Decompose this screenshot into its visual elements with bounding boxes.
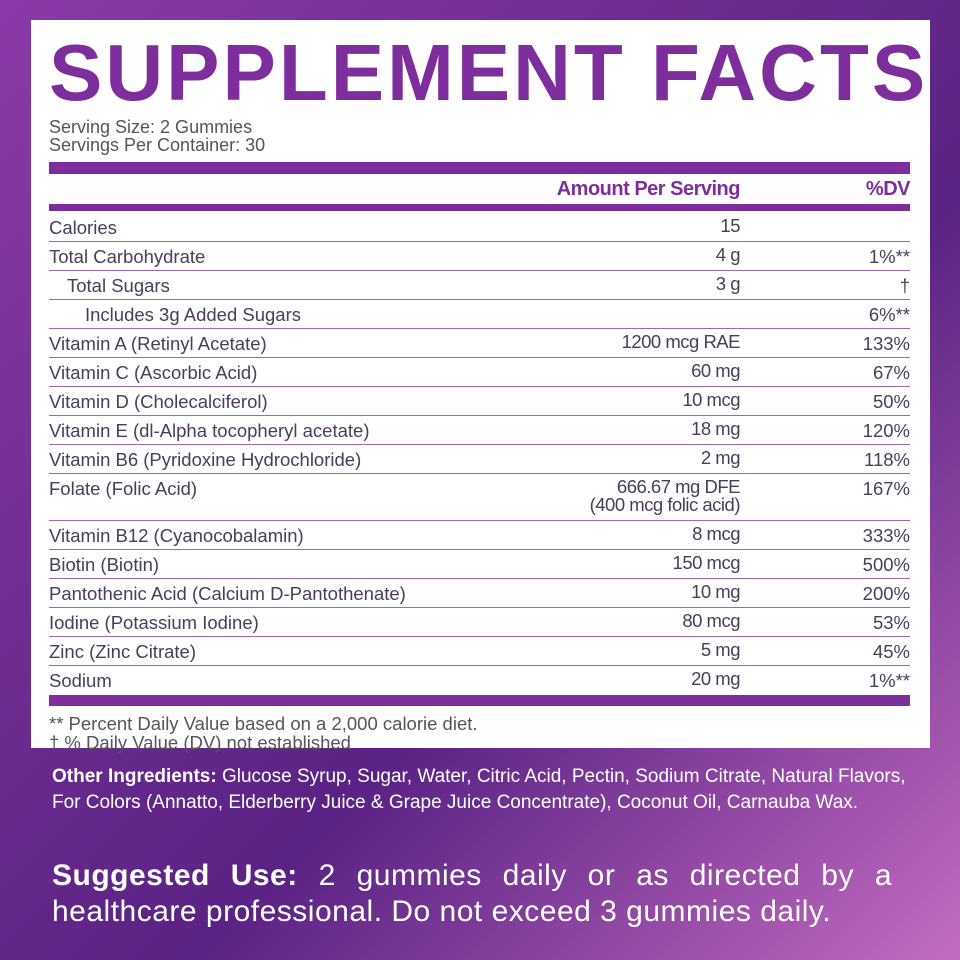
amount: 5 mg — [700, 639, 741, 660]
nutrient-name: Vitamin D (Cholecalciferol) — [49, 391, 268, 412]
nutrient-name: Vitamin C (Ascorbic Acid) — [49, 362, 258, 383]
nutrient-row: Biotin (Biotin) 150 mcg 500% — [49, 550, 910, 579]
label: Other Ingredients: — [52, 766, 217, 787]
nutrient-row: Folate (Folic Acid) 666.67 mg DFE (400 mcg… — [49, 474, 910, 521]
daily-value: 50% — [872, 391, 910, 412]
amount: 666.67 mg DFE — [616, 476, 741, 497]
nutrient-name: Vitamin B6 (Pyridoxine Hydrochloride) — [49, 449, 362, 470]
amount-cell: 3 g — [420, 273, 741, 294]
amount-cell: 10 mg — [420, 581, 740, 602]
nutrient-name: Folate (Folic Acid) — [49, 478, 198, 499]
column-header: Amount Per Serving %DV — [49, 174, 911, 204]
suggested-use: Suggested Use: 2 gummies daily or as dir… — [52, 858, 892, 930]
amount: 8 mcg — [692, 523, 740, 544]
other-ingredients: Other Ingredients: Glucose Syrup, Sugar,… — [52, 764, 912, 816]
daily-value: 1%** — [868, 670, 910, 691]
amount: 18 mg — [691, 418, 740, 439]
amount: 3 g — [715, 273, 741, 294]
serving-size: Serving Size: 2 Gummies — [49, 117, 253, 137]
nutrient-name: Zinc (Zinc Citrate) — [49, 641, 196, 662]
nutrient-row: Total Sugars 3 g † — [49, 271, 910, 300]
amount: 80 mcg — [682, 610, 740, 631]
nutrient-row: Pantothenic Acid (Calcium D-Pantothenate… — [49, 579, 910, 608]
amount: 4 g — [715, 244, 741, 265]
nutrient-name: Vitamin B12 (Cyanocobalamin) — [49, 525, 304, 546]
amount-cell: 4 g — [420, 244, 741, 265]
footnote: ** Percent Daily Value based on a 2,000 … — [49, 713, 478, 734]
text: Glucose Syrup, Sugar, Water, Citric Acid… — [52, 766, 906, 813]
nutrient-name: Vitamin A (Retinyl Acetate) — [49, 333, 267, 354]
amount: 15 — [720, 215, 740, 236]
daily-value: 167% — [862, 478, 910, 499]
nutrient-row: Vitamin B6 (Pyridoxine Hydrochloride) 2 m… — [49, 445, 910, 474]
daily-value: 53% — [872, 612, 910, 633]
nutrient-row: Vitamin E (dl-Alpha tocopheryl acetate) 1… — [49, 416, 910, 445]
amount-cell: 60 mg — [420, 360, 740, 381]
divider — [49, 204, 910, 211]
nutrient-row: Includes 3g Added Sugars 6%** — [49, 300, 910, 329]
nutrient-name: Pantothenic Acid (Calcium D-Pantothenate… — [49, 583, 406, 604]
nutrient-row: Vitamin A (Retinyl Acetate) 1200 mcg RAE 1… — [49, 329, 910, 358]
nutrient-name: Vitamin E (dl-Alpha tocopheryl acetate) — [49, 420, 370, 441]
amount-cell: 20 mg — [420, 668, 740, 689]
daily-value: 120% — [862, 420, 910, 441]
amount: 1200 mcg RAE — [621, 331, 741, 352]
amount: 60 mg — [691, 360, 740, 381]
daily-value: 500% — [862, 554, 910, 575]
nutrient-name: Includes 3g Added Sugars — [85, 304, 301, 325]
amount-note: (400 mcg folic acid) — [589, 494, 741, 515]
nutrient-row: Vitamin B12 (Cyanocobalamin) 8 mcg 333% — [49, 521, 910, 550]
amount-cell: 5 mg — [420, 639, 741, 660]
amount-cell: 15 — [420, 215, 740, 236]
amount-cell: 150 mcg — [420, 552, 741, 573]
label: Suggested Use: — [52, 859, 298, 892]
daily-value: 118% — [864, 449, 910, 470]
nutrient-row: Sodium 20 mg 1%** — [49, 666, 910, 695]
nutrient-row: Iodine (Potassium Iodine) 80 mcg 53% — [49, 608, 910, 637]
divider — [49, 695, 910, 706]
daily-value: 1%** — [868, 246, 910, 267]
nutrient-name: Sodium — [49, 670, 112, 691]
nutrient-name: Total Sugars — [67, 275, 170, 296]
title: SUPPLEMENT FACTS — [49, 28, 929, 117]
nutrient-name: Calories — [49, 217, 117, 238]
daily-value: 45% — [872, 641, 910, 662]
dv-header: %DV — [865, 177, 911, 200]
amount-cell: 2 mg — [420, 447, 741, 468]
daily-value: 333% — [862, 525, 910, 546]
amount: 150 mcg — [672, 552, 741, 573]
amount-header: Amount Per Serving — [556, 178, 741, 200]
amount: 10 mcg — [682, 389, 740, 410]
facts-panel: SUPPLEMENT FACTS Serving Size: 2 Gummies… — [31, 20, 930, 752]
amount-cell: 666.67 mg DFE (400 mcg folic acid) — [420, 476, 741, 515]
daily-value: 67% — [872, 362, 910, 383]
amount: 10 mg — [691, 581, 740, 602]
nutrient-row: Vitamin D (Cholecalciferol) 10 mcg 50% — [49, 387, 910, 416]
nutrient-row: Total Carbohydrate 4 g 1%** — [49, 242, 910, 271]
daily-value: † — [899, 275, 910, 296]
amount-cell: 18 mg — [420, 418, 740, 439]
amount-cell: 1200 mcg RAE — [420, 331, 741, 352]
daily-value: 133% — [862, 333, 910, 354]
nutrient-name: Iodine (Potassium Iodine) — [49, 612, 259, 633]
nutrient-name: Biotin (Biotin) — [49, 554, 160, 575]
amount-cell: 8 mcg — [420, 523, 740, 544]
servings-per-container: Servings Per Container: 30 — [49, 135, 266, 155]
amount-cell: 10 mcg — [420, 389, 740, 410]
daily-value: 200% — [862, 583, 910, 604]
nutrient-table: Calories 15 Total Carbohydrate 4 g 1%** Total… — [49, 213, 910, 695]
amount-cell: 80 mcg — [420, 610, 740, 631]
nutrient-row: Calories 15 — [49, 213, 910, 242]
amount: 20 mg — [691, 668, 740, 689]
daily-value: 6%** — [868, 304, 910, 325]
text: 2 gummies daily or as directed by a heal… — [52, 859, 892, 928]
nutrient-row: Vitamin C (Ascorbic Acid) 60 mg 67% — [49, 358, 910, 387]
divider — [49, 162, 910, 174]
amount: 2 mg — [700, 447, 741, 468]
footnote: † % Daily Value (DV) not established — [49, 732, 351, 753]
nutrient-row: Zinc (Zinc Citrate) 5 mg 45% — [49, 637, 910, 666]
nutrient-name: Total Carbohydrate — [49, 246, 206, 267]
